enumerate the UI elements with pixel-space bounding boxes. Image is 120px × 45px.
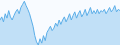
plot-area bbox=[0, 1, 120, 45]
chart-svg bbox=[0, 0, 120, 45]
line bbox=[0, 1, 120, 45]
area-fill bbox=[0, 1, 120, 45]
chart-container bbox=[0, 0, 120, 45]
